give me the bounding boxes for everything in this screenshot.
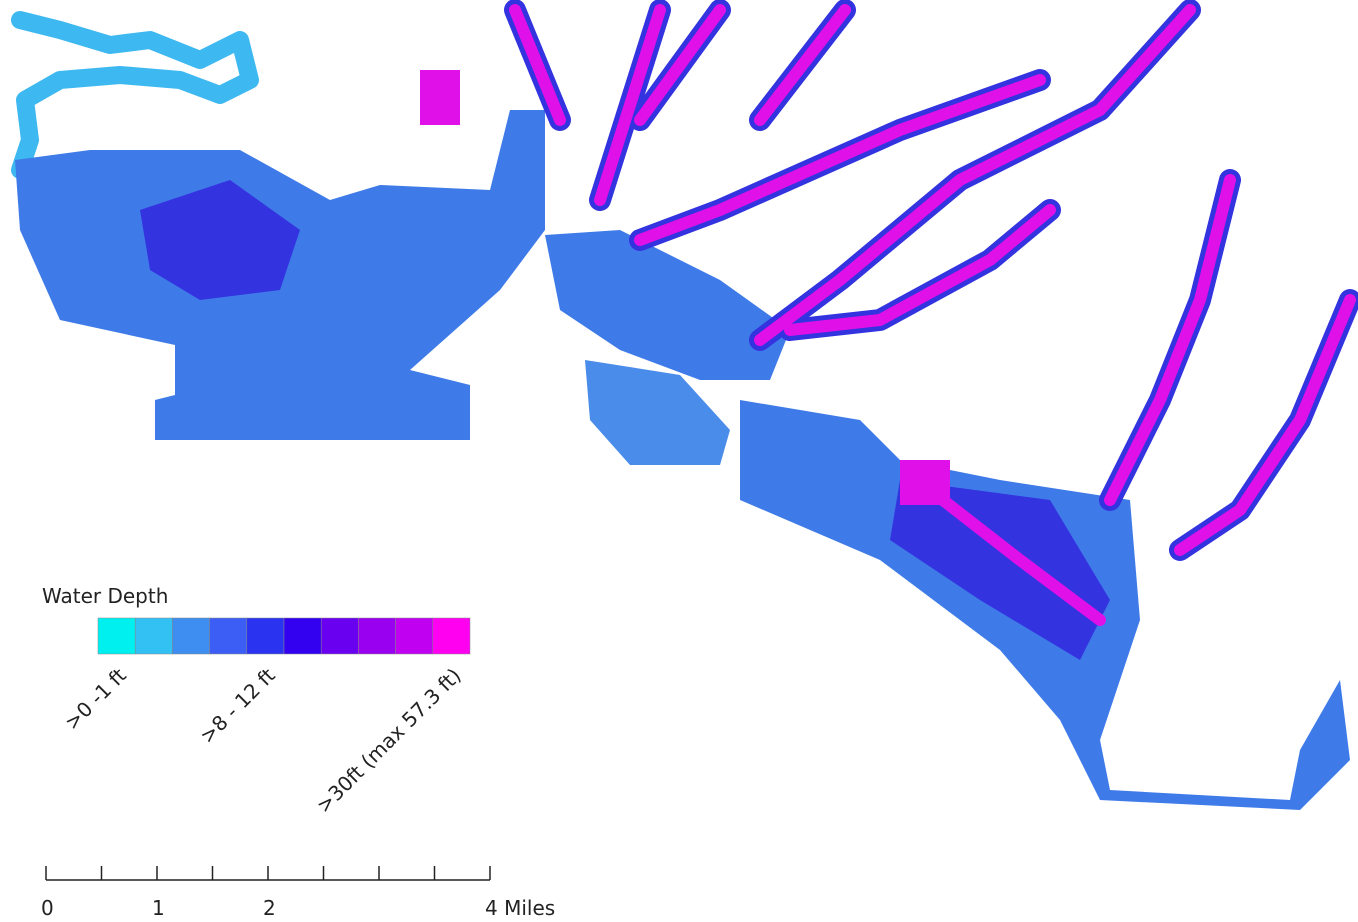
legend-swatch	[247, 618, 284, 654]
scale-label: 0	[41, 896, 54, 920]
map: Water Depth >0 -1 ft >8 - 12 ft >30ft (max…	[0, 0, 1358, 922]
reservoir	[420, 70, 460, 125]
legend: Water Depth >0 -1 ft >8 - 12 ft >30ft (max…	[42, 584, 470, 818]
legend-swatch	[210, 618, 247, 654]
legend-swatch	[284, 618, 321, 654]
reservoir	[900, 460, 950, 505]
legend-title: Water Depth	[42, 584, 168, 608]
scale-label: 2	[263, 896, 276, 920]
scale-label: 4 Miles	[485, 896, 555, 920]
legend-label: >30ft (max 57.3 ft)	[311, 663, 465, 817]
flood-extent	[15, 10, 1350, 810]
legend-swatch	[433, 618, 470, 654]
legend-label: >8 - 12 ft	[195, 663, 280, 748]
legend-label: >0 -1 ft	[60, 663, 131, 734]
page: {"legend": {"title": "Water Depth", "col…	[0, 0, 1358, 922]
legend-swatch	[135, 618, 172, 654]
legend-swatch	[98, 618, 135, 654]
legend-swatch	[172, 618, 209, 654]
shoreline	[20, 20, 250, 170]
legend-swatch	[396, 618, 433, 654]
legend-swatch	[358, 618, 395, 654]
legend-swatch	[321, 618, 358, 654]
scale-label: 1	[152, 896, 165, 920]
scale-bar: 0 1 2 4 Miles	[41, 866, 555, 920]
mid-lake	[545, 230, 790, 380]
